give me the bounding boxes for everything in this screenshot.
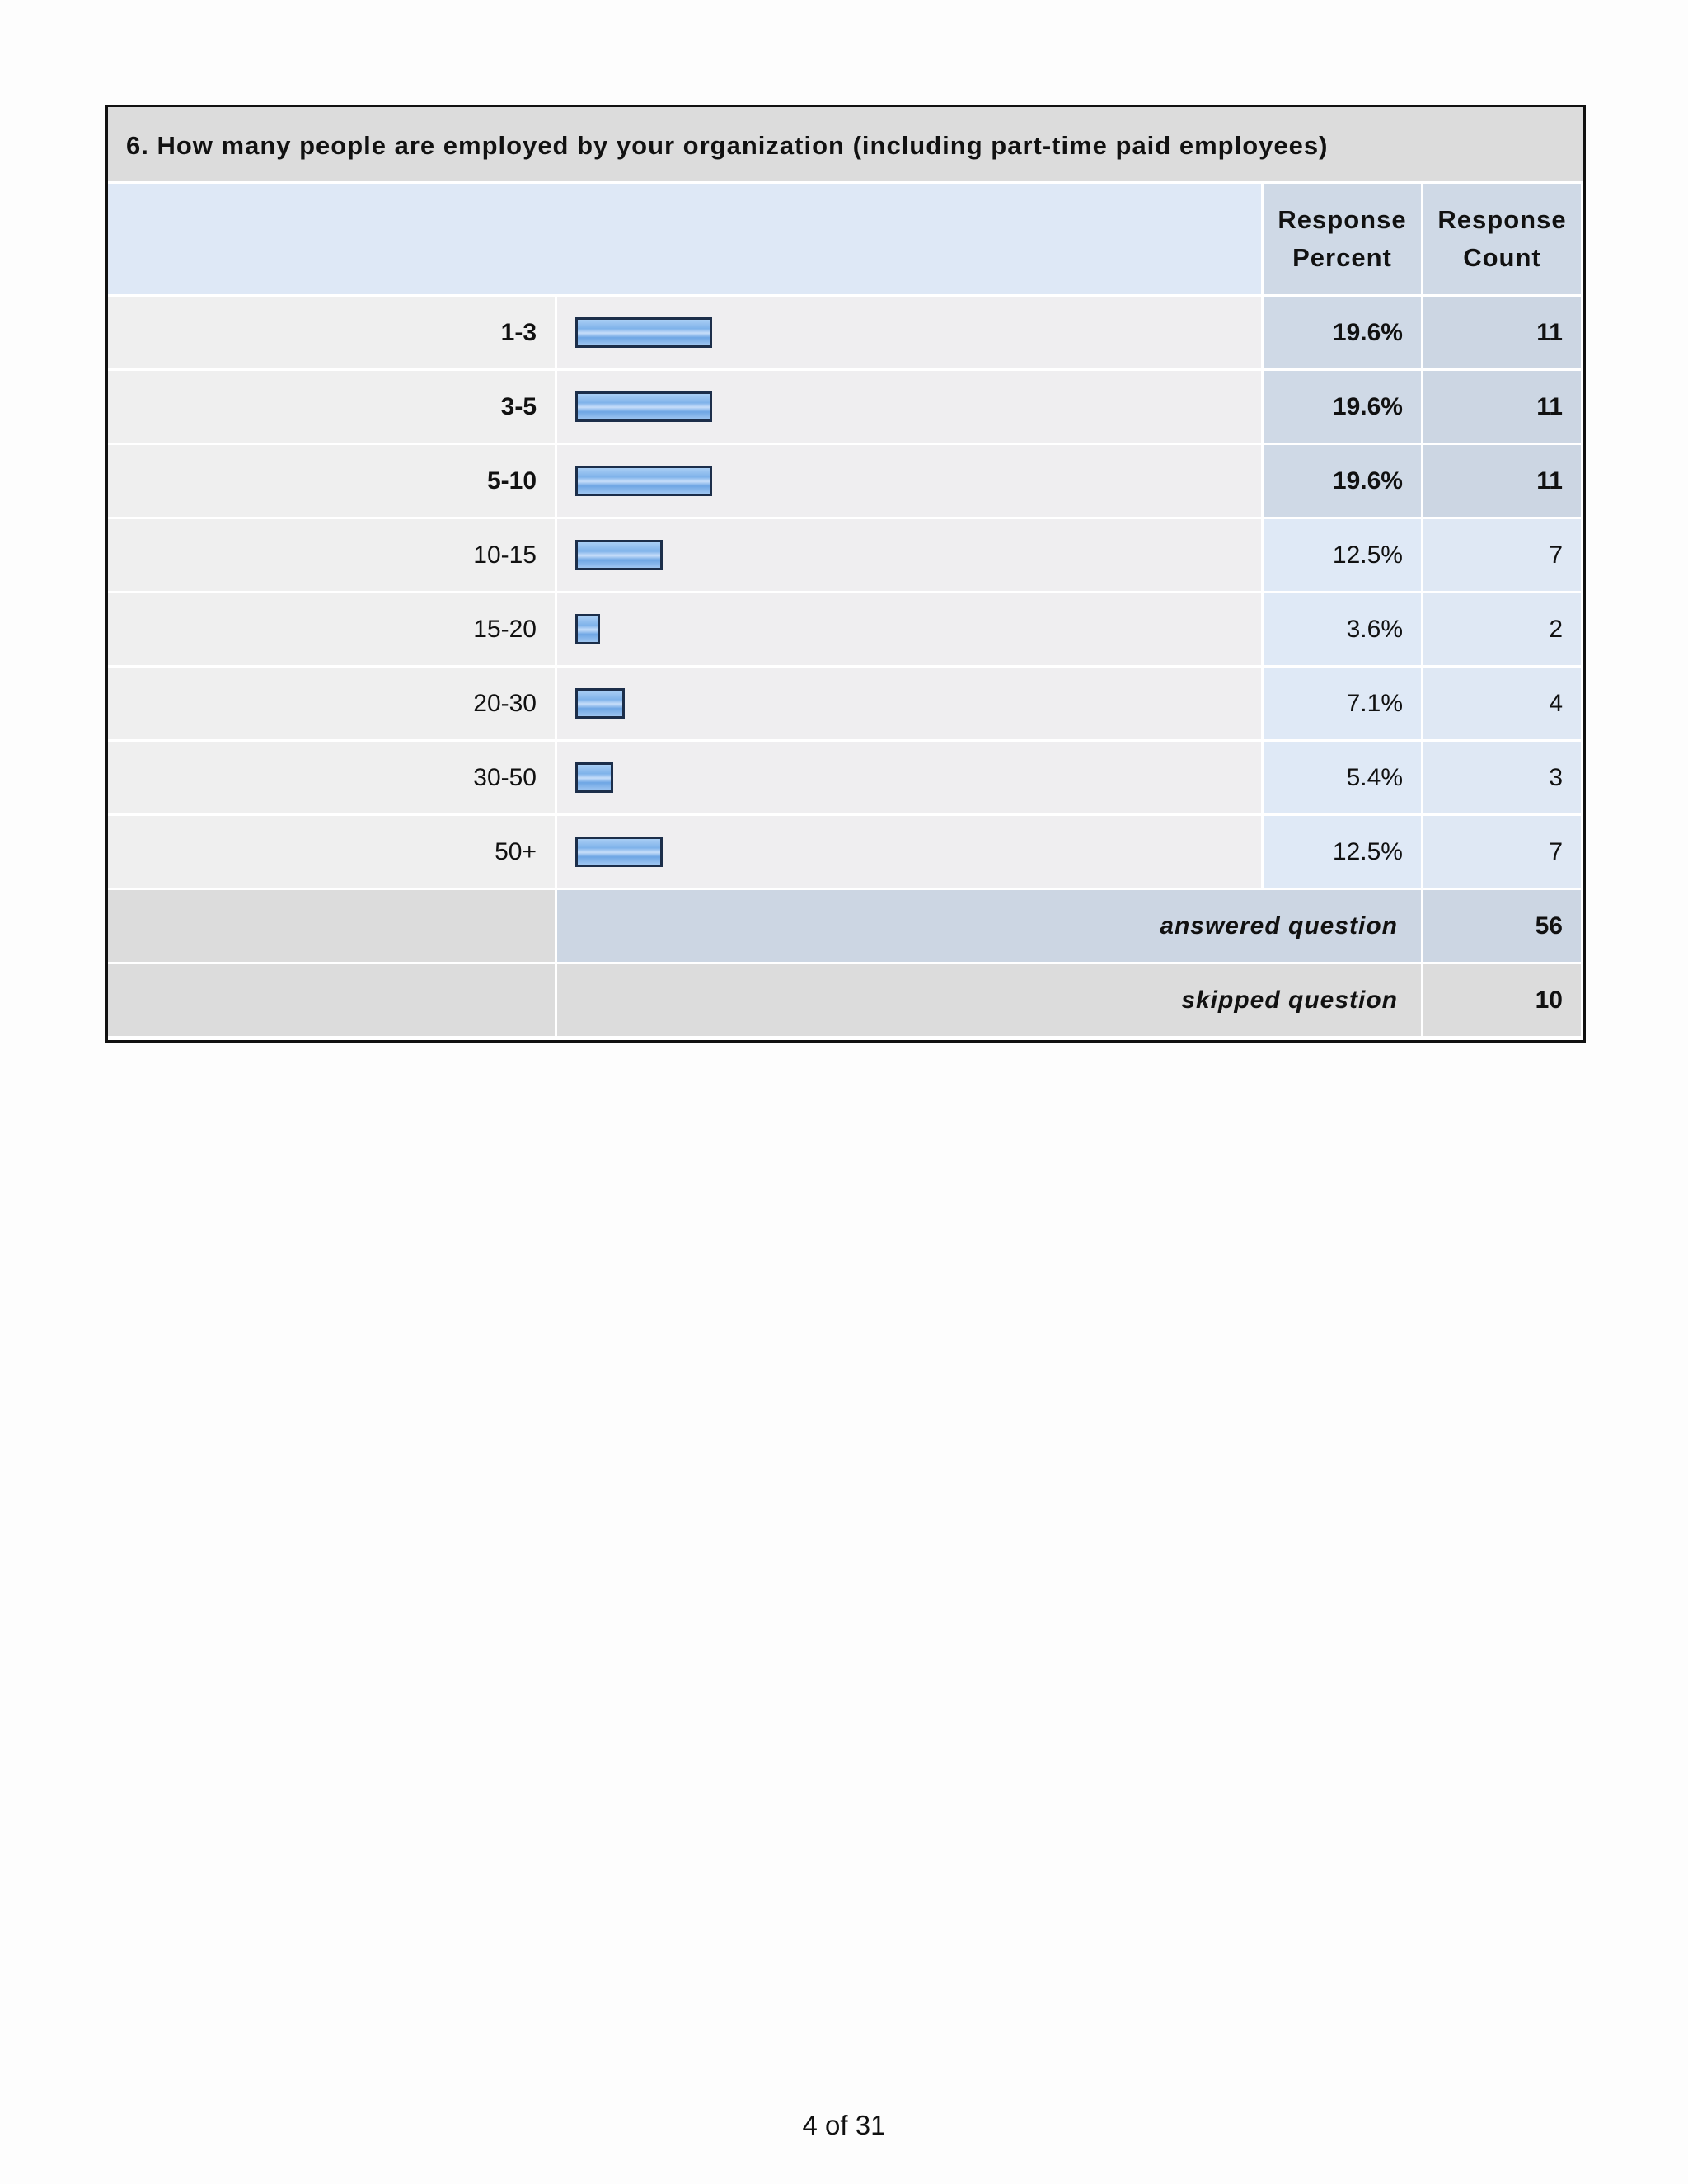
header-blank-cell [108, 184, 1264, 297]
response-count: 4 [1423, 668, 1583, 742]
response-percent: 19.6% [1264, 445, 1423, 519]
question-title-row: 6. How many people are employed by your … [108, 107, 1583, 184]
response-bar [575, 688, 625, 719]
response-count: 2 [1423, 593, 1583, 668]
survey-results-table: 6. How many people are employed by your … [106, 105, 1586, 1043]
table-row: 5-10 19.6% 11 [108, 445, 1583, 519]
skipped-question-label: skipped question [557, 964, 1423, 1038]
bar-cell [557, 297, 1264, 371]
table-row: 30-50 5.4% 3 [108, 742, 1583, 816]
answered-question-value: 56 [1423, 890, 1583, 964]
bar-cell [557, 816, 1264, 890]
response-bar [575, 614, 600, 644]
response-percent: 19.6% [1264, 297, 1423, 371]
table-row: 50+ 12.5% 7 [108, 816, 1583, 890]
response-percent: 19.6% [1264, 371, 1423, 445]
table-row: 1-3 19.6% 11 [108, 297, 1583, 371]
response-bar [575, 837, 663, 867]
table-header-row: Response Percent Response Count [108, 184, 1583, 297]
summary-blank-cell [108, 964, 557, 1038]
bar-cell [557, 742, 1264, 816]
response-percent: 7.1% [1264, 668, 1423, 742]
skipped-question-row: skipped question 10 [108, 964, 1583, 1038]
answer-label: 1-3 [108, 297, 557, 371]
header-response-percent: Response Percent [1264, 184, 1423, 297]
response-bar [575, 540, 663, 570]
skipped-question-value: 10 [1423, 964, 1583, 1038]
table-row: 3-5 19.6% 11 [108, 371, 1583, 445]
response-percent: 5.4% [1264, 742, 1423, 816]
answer-label: 50+ [108, 816, 557, 890]
response-bar [575, 466, 712, 496]
response-count: 11 [1423, 445, 1583, 519]
answer-label: 10-15 [108, 519, 557, 593]
response-bar [575, 317, 712, 348]
response-bar [575, 762, 613, 793]
response-percent: 12.5% [1264, 816, 1423, 890]
bar-cell [557, 371, 1264, 445]
response-percent: 12.5% [1264, 519, 1423, 593]
header-response-percent-label: Response Percent [1278, 205, 1407, 272]
answered-question-row: answered question 56 [108, 890, 1583, 964]
bar-cell [557, 593, 1264, 668]
answer-label: 5-10 [108, 445, 557, 519]
answer-label: 15-20 [108, 593, 557, 668]
table-row: 15-20 3.6% 2 [108, 593, 1583, 668]
answered-question-label: answered question [557, 890, 1423, 964]
table-row: 10-15 12.5% 7 [108, 519, 1583, 593]
summary-blank-cell [108, 890, 557, 964]
answer-label: 30-50 [108, 742, 557, 816]
response-count: 7 [1423, 519, 1583, 593]
question-title: 6. How many people are employed by your … [126, 131, 1329, 160]
response-count: 3 [1423, 742, 1583, 816]
response-bar [575, 391, 712, 422]
response-count: 11 [1423, 371, 1583, 445]
bar-cell [557, 445, 1264, 519]
response-count: 7 [1423, 816, 1583, 890]
response-percent: 3.6% [1264, 593, 1423, 668]
header-response-count-label: Response Count [1437, 205, 1567, 272]
bar-cell [557, 519, 1264, 593]
table-row: 20-30 7.1% 4 [108, 668, 1583, 742]
bar-cell [557, 668, 1264, 742]
answer-label: 20-30 [108, 668, 557, 742]
response-count: 11 [1423, 297, 1583, 371]
answer-label: 3-5 [108, 371, 557, 445]
header-response-count: Response Count [1423, 184, 1583, 297]
page-number: 4 of 31 [802, 2110, 886, 2140]
